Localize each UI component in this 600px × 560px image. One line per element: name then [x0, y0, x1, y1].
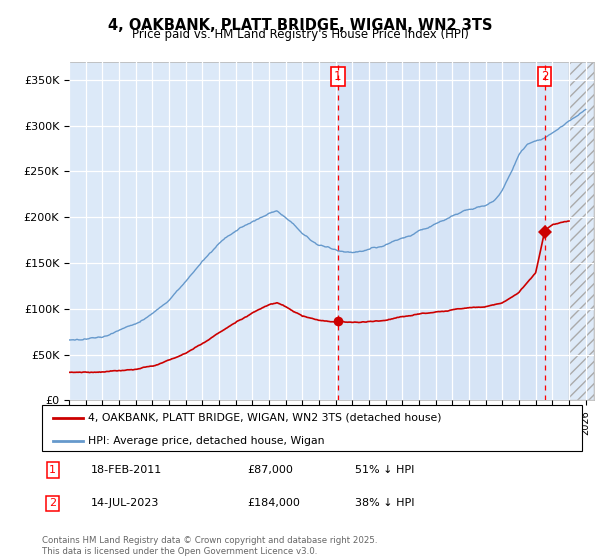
- Text: 1: 1: [49, 465, 56, 475]
- Text: 38% ↓ HPI: 38% ↓ HPI: [355, 498, 415, 508]
- Bar: [569, 62, 594, 400]
- Text: 1: 1: [334, 71, 341, 83]
- Text: 51% ↓ HPI: 51% ↓ HPI: [355, 465, 415, 475]
- Text: 14-JUL-2023: 14-JUL-2023: [91, 498, 159, 508]
- FancyBboxPatch shape: [42, 405, 582, 451]
- Text: HPI: Average price, detached house, Wigan: HPI: Average price, detached house, Wiga…: [88, 436, 325, 446]
- Text: 4, OAKBANK, PLATT BRIDGE, WIGAN, WN2 3TS (detached house): 4, OAKBANK, PLATT BRIDGE, WIGAN, WN2 3TS…: [88, 413, 442, 423]
- Bar: [569, 62, 594, 400]
- Text: Contains HM Land Registry data © Crown copyright and database right 2025.
This d: Contains HM Land Registry data © Crown c…: [42, 536, 377, 556]
- Text: 2: 2: [541, 71, 548, 83]
- Text: £87,000: £87,000: [247, 465, 293, 475]
- Text: 4, OAKBANK, PLATT BRIDGE, WIGAN, WN2 3TS: 4, OAKBANK, PLATT BRIDGE, WIGAN, WN2 3TS: [108, 18, 492, 33]
- Text: £184,000: £184,000: [247, 498, 300, 508]
- Text: 18-FEB-2011: 18-FEB-2011: [91, 465, 162, 475]
- Bar: [338, 62, 545, 400]
- Text: Price paid vs. HM Land Registry's House Price Index (HPI): Price paid vs. HM Land Registry's House …: [131, 28, 469, 41]
- Text: 2: 2: [49, 498, 56, 508]
